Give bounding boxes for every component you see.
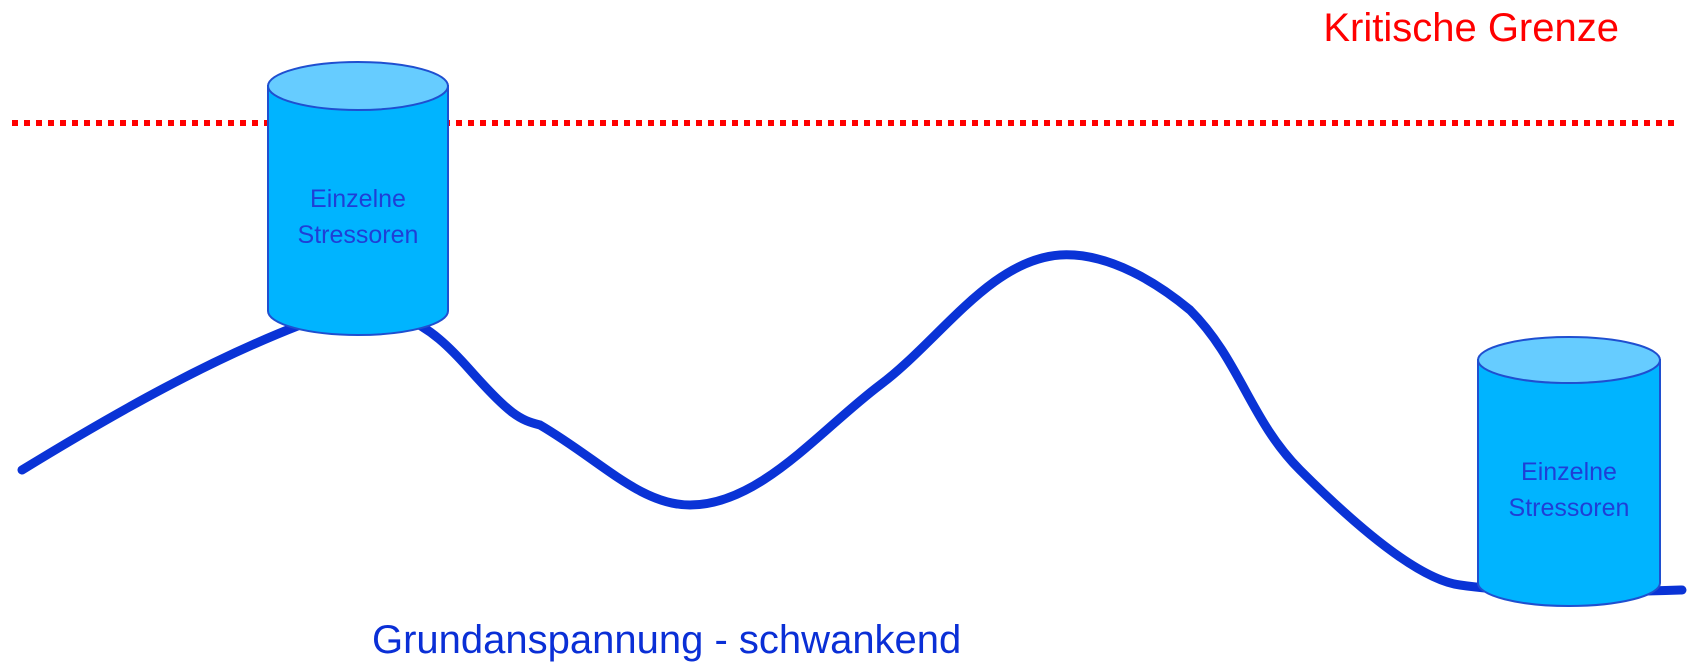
baseline-tension-label: Grundanspannung - schwankend bbox=[372, 618, 961, 663]
cylinder-top bbox=[1478, 337, 1660, 383]
critical-limit-label: Kritische Grenze bbox=[1323, 6, 1619, 51]
stressor-label-line1: Einzelne bbox=[1521, 458, 1617, 486]
stressor-cylinder-2: Einzelne Stressoren bbox=[1478, 337, 1660, 606]
stressor-label-line2: Stressoren bbox=[1509, 494, 1630, 522]
stressor-cylinder-1: Einzelne Stressoren bbox=[268, 62, 448, 335]
stressor-label-line2: Stressoren bbox=[298, 221, 419, 249]
stressor-label-line1: Einzelne bbox=[310, 185, 406, 213]
cylinder-top bbox=[268, 62, 448, 110]
